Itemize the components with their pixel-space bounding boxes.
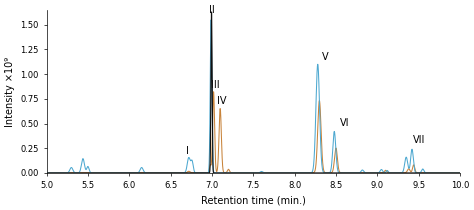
- Text: VII: VII: [412, 135, 425, 145]
- Text: I: I: [186, 146, 189, 156]
- Text: II: II: [209, 5, 214, 15]
- Text: III: III: [211, 80, 220, 90]
- X-axis label: Retention time (min.): Retention time (min.): [201, 195, 306, 205]
- Text: V: V: [322, 52, 328, 62]
- Y-axis label: Intensity ×10⁹: Intensity ×10⁹: [5, 56, 15, 126]
- Text: IV: IV: [217, 96, 226, 106]
- Text: VI: VI: [339, 118, 349, 127]
